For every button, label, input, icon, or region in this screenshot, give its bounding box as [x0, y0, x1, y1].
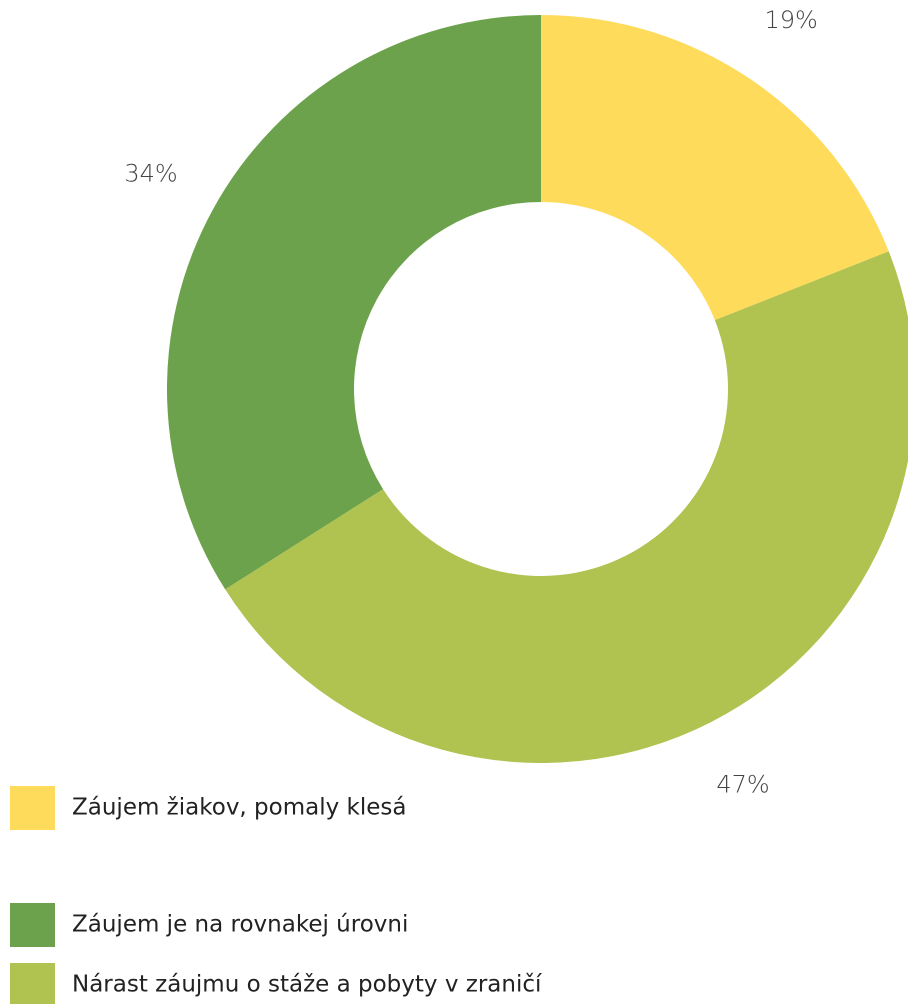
- donut-slice: [541, 15, 889, 321]
- donut-slice: [225, 251, 908, 763]
- legend-label: Záujem je na rovnakej úrovni: [72, 912, 408, 938]
- legend-label: Nárast záujmu o stáže a pobyty v zraničí: [72, 972, 542, 998]
- slice-label: 19%: [764, 6, 817, 34]
- donut-slice: [166, 15, 541, 590]
- legend-swatch: [10, 903, 55, 947]
- legend-swatch: [10, 786, 55, 830]
- legend-swatch: [10, 963, 55, 1004]
- slice-label: 47%: [716, 770, 769, 798]
- slice-label: 34%: [124, 160, 177, 188]
- legend-label: Záujem žiakov, pomaly klesá: [72, 795, 406, 821]
